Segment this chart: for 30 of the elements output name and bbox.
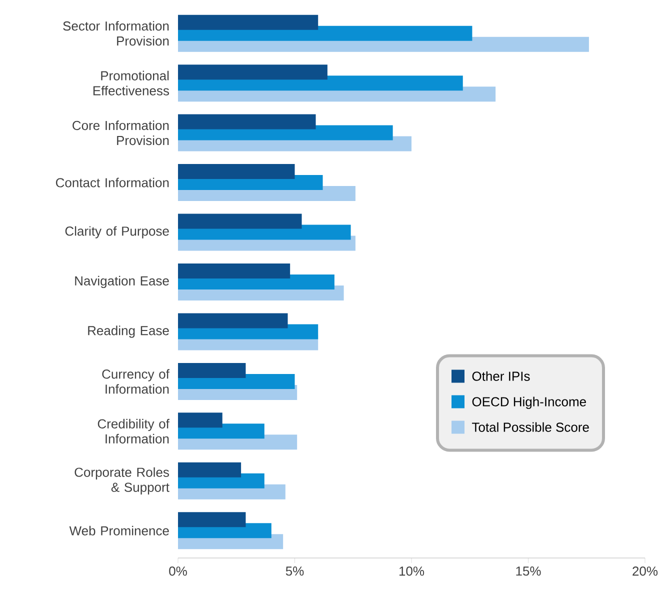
x-tick-label: 10% bbox=[399, 566, 424, 576]
y-tick-label: Core Information Provision bbox=[72, 120, 169, 146]
bar bbox=[178, 214, 302, 229]
bar bbox=[178, 362, 246, 378]
bar bbox=[178, 114, 316, 130]
y-tick-label: Contact Information bbox=[56, 178, 169, 188]
bar bbox=[178, 164, 295, 180]
y-tick-label: Reading Ease bbox=[88, 326, 169, 338]
x-tick-label: 15% bbox=[516, 566, 541, 576]
y-tick-label: Clarity of Purpose bbox=[65, 226, 169, 238]
y-tick-label: Credibility of Information bbox=[98, 418, 170, 444]
x-tick-label: 0% bbox=[169, 566, 187, 576]
x-tick-label: 5% bbox=[286, 566, 304, 576]
y-tick-label: Sector Information Provision bbox=[63, 21, 169, 46]
y-tick-label: Navigation Ease bbox=[75, 276, 169, 288]
legend-label: Total Possible Score bbox=[472, 422, 589, 432]
legend-label: Other IPIs bbox=[472, 371, 530, 381]
y-tick-label: Web Prominence bbox=[69, 526, 169, 536]
bar bbox=[178, 462, 242, 478]
bar bbox=[178, 64, 328, 80]
x-tick-label: 20% bbox=[632, 566, 658, 576]
y-tick-label: Corporate Roles & Support bbox=[74, 467, 170, 494]
legend-label: OECD High-Income bbox=[472, 396, 586, 409]
bar bbox=[178, 263, 290, 278]
bar bbox=[178, 412, 222, 428]
bar bbox=[178, 313, 288, 328]
bar bbox=[178, 14, 318, 30]
y-tick-label: Currency of Information bbox=[102, 369, 170, 394]
y-tick-label: Promotional Effectiveness bbox=[93, 70, 170, 96]
bar bbox=[178, 512, 246, 528]
